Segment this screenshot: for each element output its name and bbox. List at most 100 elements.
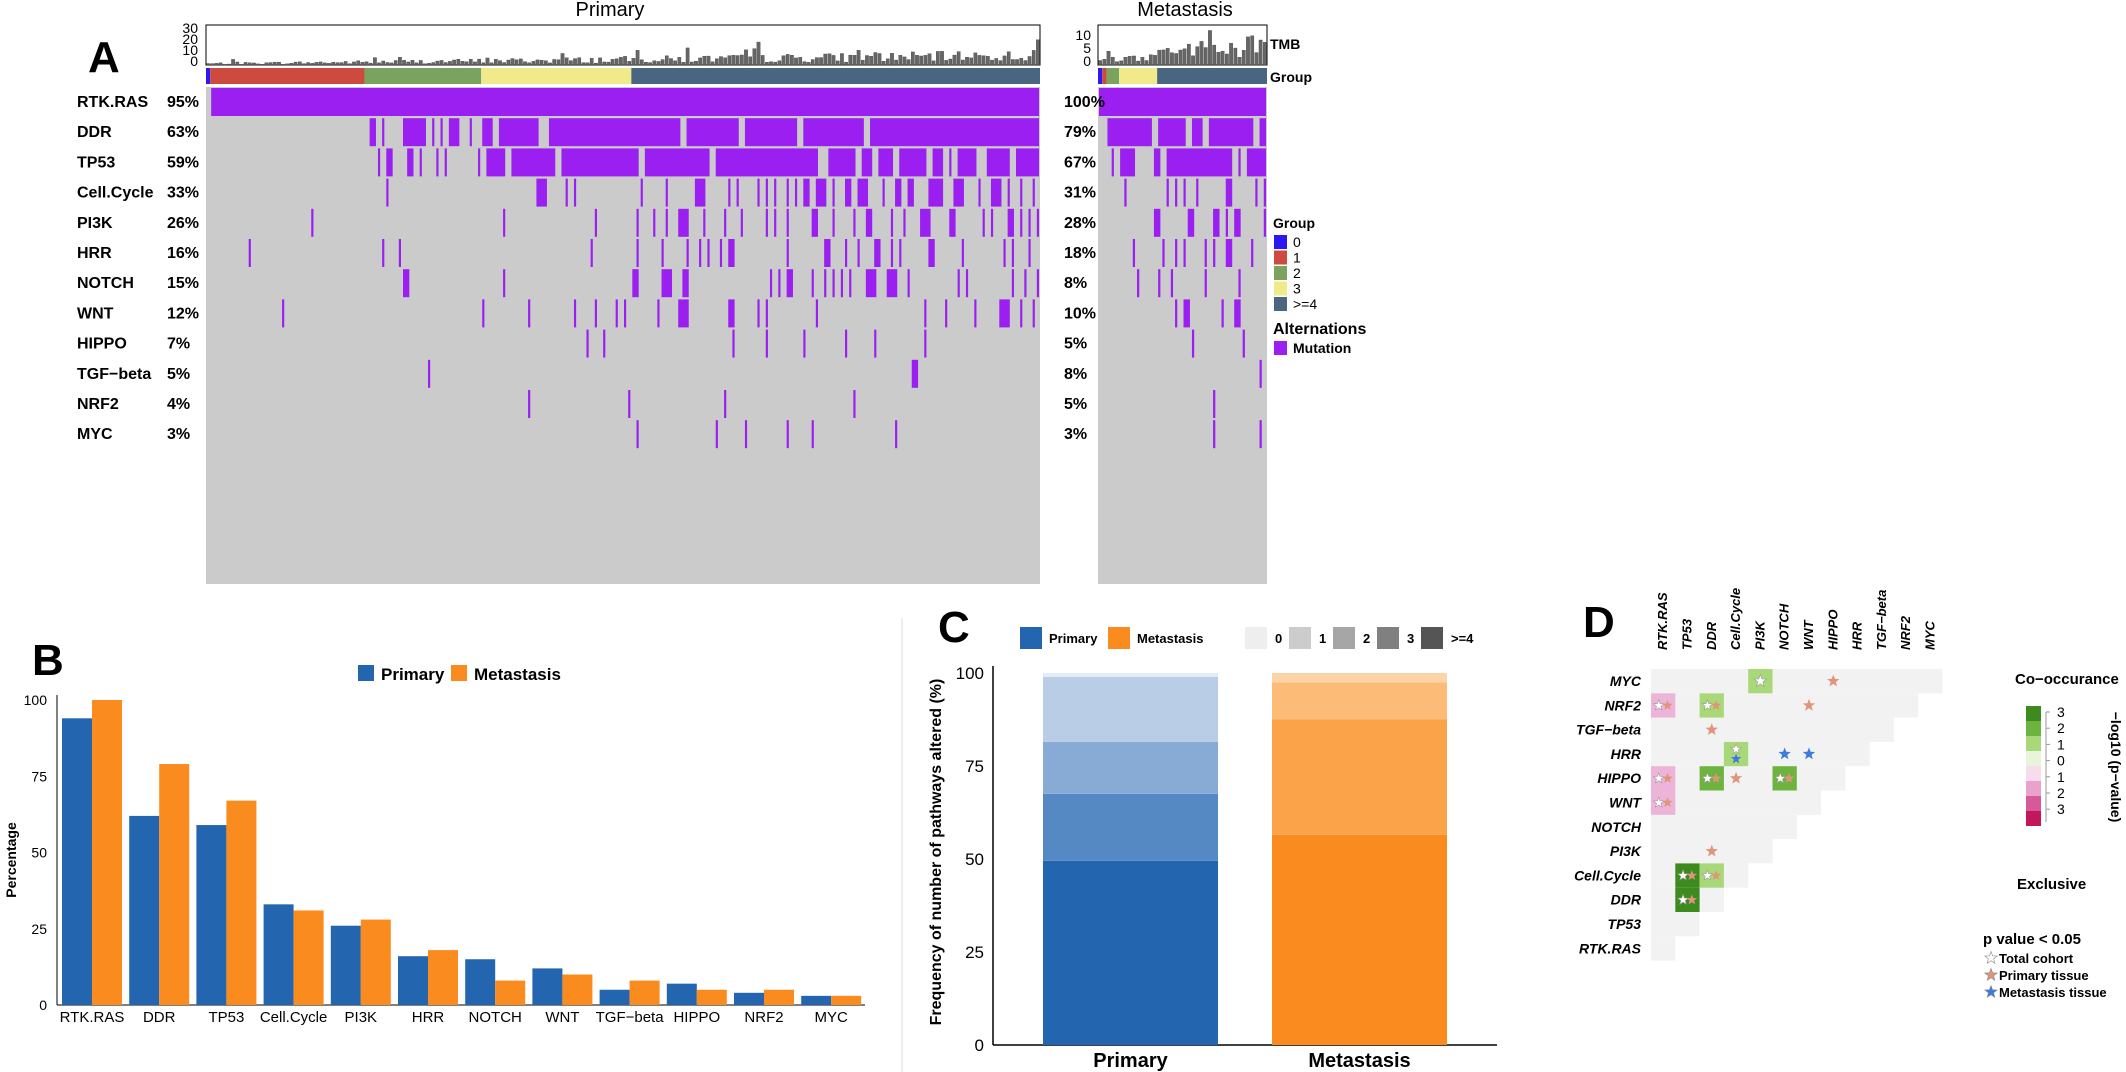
legend-color-cell [2026, 706, 2041, 721]
tmb-bar [585, 62, 590, 66]
mutation-cell [899, 148, 927, 177]
tmb-bar [1102, 59, 1107, 66]
column-label: TGF−beta [1874, 590, 1889, 650]
column-label: RTK.RAS [1655, 592, 1670, 650]
tmb-bar [1254, 52, 1259, 66]
bar-primary [599, 989, 630, 1005]
row-label: MYC [1610, 673, 1642, 689]
tmb-bar [302, 63, 306, 66]
star-primary [1686, 870, 1698, 880]
tmb-bar [293, 61, 298, 66]
tmb-bar [973, 52, 978, 66]
metastasis-percentage: 3% [1064, 426, 1087, 443]
mutation-cell [469, 118, 472, 147]
mutation-cell [1024, 269, 1027, 298]
tmb-bar [915, 55, 919, 66]
mutation-cell [728, 178, 731, 207]
mutation-cell [899, 239, 902, 267]
star-primary [1662, 699, 1673, 710]
tmb-bar [306, 62, 310, 66]
mutation-cell [1234, 208, 1241, 237]
tmb-bar [694, 60, 698, 66]
tmb-bar [1229, 42, 1233, 66]
tmb-bar [790, 55, 794, 66]
bar-primary [666, 983, 697, 1005]
tmb-bar [869, 56, 873, 66]
triangle-row [1651, 693, 1919, 718]
mutation-cell [436, 148, 439, 177]
tmb-bar [856, 50, 861, 66]
legend-group-label: 2 [1293, 265, 1301, 281]
legend-group-label: >=4 [1293, 296, 1317, 312]
star-primary [1729, 771, 1743, 784]
legend-cooccurrence-label: Co−occurance [2015, 671, 2119, 688]
row-label: NOTCH [1591, 819, 1642, 835]
mutation-cell [699, 239, 702, 267]
x-tick-label: NOTCH [469, 1009, 522, 1026]
mutation-cell [1158, 118, 1186, 147]
tmb-bar [606, 61, 611, 66]
legend-count-swatch [1421, 627, 1443, 649]
mutation-cell [1225, 178, 1233, 207]
tmb-bar [977, 55, 982, 66]
stacked-bars [1043, 673, 1447, 1045]
metastasis-percentage: 28% [1064, 215, 1096, 232]
legend-color-cell [2026, 781, 2041, 796]
mutation-cell [678, 208, 689, 237]
mutation-cell [369, 118, 376, 147]
tmb-bar [343, 61, 348, 66]
star-primary [1827, 674, 1840, 687]
mutation-cell [857, 178, 869, 207]
star-total [1774, 772, 1787, 784]
mutation-cell [653, 208, 656, 237]
tmb-bar [489, 62, 494, 66]
mutation-cell [832, 269, 835, 298]
legend-tick-label: 1 [2057, 736, 2065, 752]
triangle-row [1651, 912, 1700, 937]
mutation-cell [803, 329, 806, 358]
y-tick-label: 100 [24, 692, 48, 708]
cooccurrence-cell [1699, 693, 1724, 718]
x-tick-labels: Primary Metastasis [1093, 1050, 1410, 1072]
tmb-bar [677, 57, 682, 66]
mutation-cell [382, 239, 385, 267]
tmb-bar [423, 63, 427, 66]
tmb-bar [481, 62, 486, 66]
mutation-cell [853, 208, 856, 237]
mutation-cell [765, 208, 768, 237]
tmb-bar [1208, 30, 1212, 66]
tmb-bar [931, 60, 936, 66]
tmb-bar [873, 52, 878, 66]
significance-stars [1652, 673, 1840, 905]
metastasis-percentage: 18% [1064, 245, 1096, 262]
tmb-bar [443, 62, 448, 66]
tmb-bar [1031, 50, 1036, 66]
group-segment [1106, 68, 1120, 84]
mutation-cell [924, 329, 927, 358]
mutation-cell [728, 299, 735, 328]
tmb-bar [794, 57, 798, 66]
primary-percentage: 3% [167, 426, 190, 443]
tmb-bar [1186, 43, 1191, 66]
tmb-bar [556, 59, 561, 66]
mutation-cell [636, 208, 639, 237]
tmb-bar [1195, 46, 1200, 66]
stacked-segment [1272, 682, 1447, 720]
pathway-label: MYC [77, 426, 113, 443]
mutation-cell [636, 420, 639, 449]
mutation-cell [874, 239, 881, 267]
legend-color-cell [2026, 796, 2041, 811]
mutation-cell [448, 118, 460, 147]
mutation-cell [865, 269, 877, 298]
tmb-bar [1132, 55, 1136, 66]
tmb-bar [531, 61, 536, 66]
tmb-bar [1153, 55, 1157, 66]
star-primary [1710, 870, 1722, 880]
metastasis-percentage: 100% [1064, 94, 1105, 111]
triangle-row [1651, 936, 1676, 961]
mutation-cell [978, 178, 981, 207]
primary-percentage: 5% [167, 366, 190, 383]
mutation-cell [1242, 329, 1245, 358]
tmb-bar [260, 64, 265, 66]
